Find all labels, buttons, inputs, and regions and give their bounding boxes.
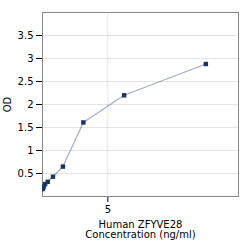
svg-text:2: 2 <box>27 99 33 110</box>
svg-text:3: 3 <box>27 53 33 64</box>
svg-text:0.5: 0.5 <box>18 168 34 179</box>
svg-text:Human ZFYVE28Concentration (ng: Human ZFYVE28Concentration (ng/ml) <box>85 219 195 240</box>
svg-text:1: 1 <box>27 145 33 156</box>
svg-text:1.5: 1.5 <box>18 122 34 133</box>
svg-text:3.5: 3.5 <box>18 30 34 41</box>
svg-text:2.5: 2.5 <box>18 76 34 87</box>
svg-text:5: 5 <box>105 204 111 215</box>
svg-text:OD: OD <box>2 96 13 112</box>
